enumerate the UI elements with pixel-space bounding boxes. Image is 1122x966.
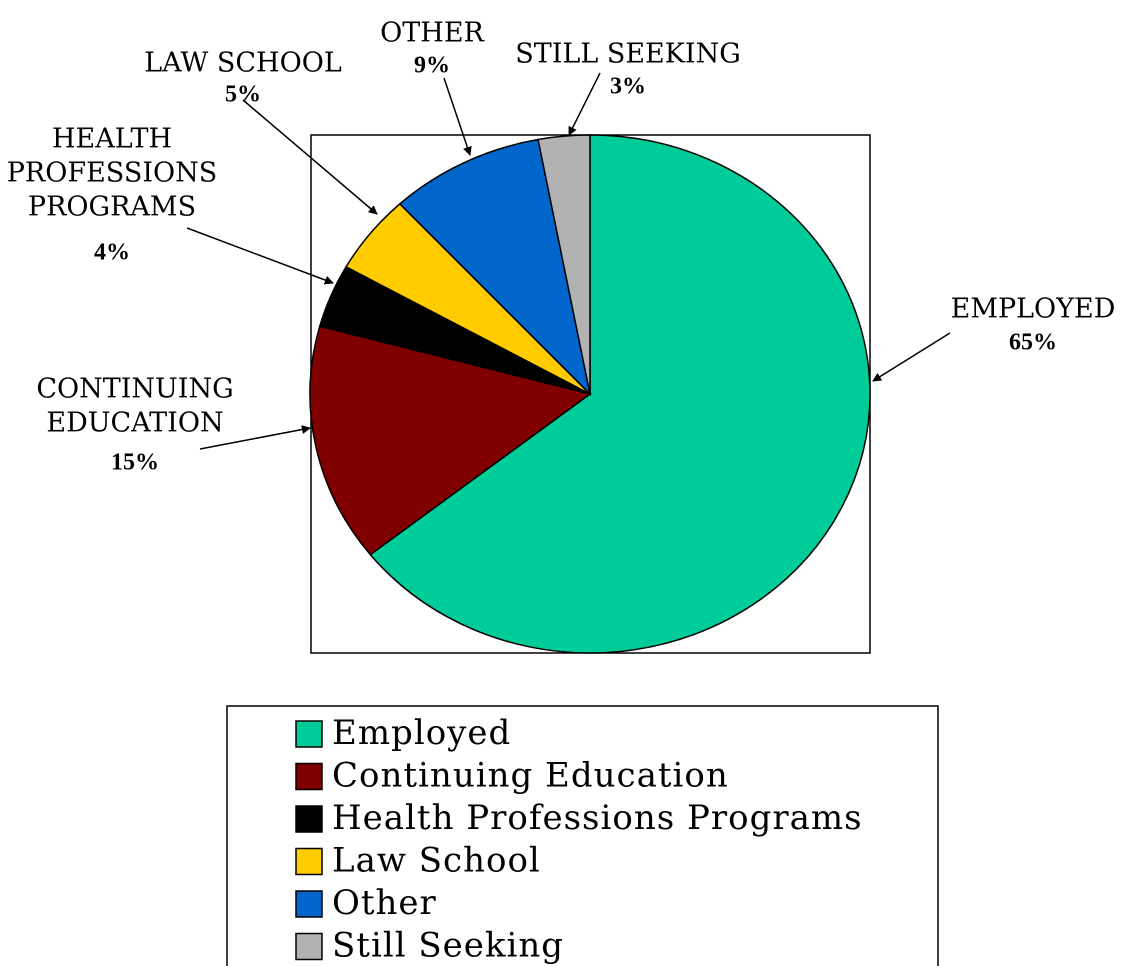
callout-employed: EMPLOYED 65% [872,294,1116,382]
legend-swatch [295,847,323,876]
slice-percent-label: 5% [225,82,261,108]
legend-entry-law-school: Law School [295,841,541,881]
slice-label: EMPLOYED [951,294,1116,325]
legend-label: Other [332,883,437,923]
callout-still-seeking: STILL SEEKING 3% [515,39,741,136]
legend-swatch [295,720,323,748]
legend-swatch [295,805,323,833]
slice-percent-label: 15% [111,450,159,476]
legend-entry-employed: Employed [295,713,511,753]
legend-swatch [295,890,323,918]
pie-slice-employed [369,134,871,654]
slice-label: STILL SEEKING [515,39,741,70]
pie-slice-continuing-education [309,325,592,556]
legend-swatch [295,762,323,791]
legend-entry-continuing-education: Continuing Education [295,756,729,796]
slice-label: OTHER [380,18,484,49]
callout-arrow [242,99,378,215]
slice-callouts: EMPLOYED65%CONTINUINGEDUCATION15%HEALTHP… [7,18,1116,476]
pie-slices [309,134,871,654]
legend-label: Employed [332,713,511,753]
legend-swatch [295,932,323,961]
legend-frame [226,705,939,966]
slice-label: HEALTH [52,124,172,155]
slice-percent-label: 3% [610,74,646,100]
pie-slice-other [398,138,592,397]
pie-slice-still-seeking [537,134,591,395]
slice-percent-label: 65% [1009,330,1057,356]
slice-label: CONTINUING [36,374,233,405]
legend-entry-still-seeking: Still Seeking [295,926,564,966]
callout-arrow [872,332,951,382]
callout-arrow [443,77,472,156]
legend-entry-health-professions-programs: Health Professions Programs [295,798,863,838]
legend-label: Law School [332,841,541,881]
legend-label: Continuing Education [332,756,729,796]
callout-arrow [568,72,601,136]
callout-law-school: LAW SCHOOL 5% [144,48,378,215]
callout-arrow [186,227,334,285]
slice-label: PROGRAMS [28,192,196,223]
legend-label: Health Professions Programs [332,798,863,838]
slice-label: PROFESSIONS [7,158,218,189]
slice-label: LAW SCHOOL [144,48,342,79]
legend-label: Still Seeking [332,926,564,966]
callout-arrow [199,425,311,450]
slice-percent-label: 4% [94,240,130,266]
slice-label: EDUCATION [46,408,223,439]
slice-percent-label: 9% [414,53,450,79]
callout-other: OTHER 9% [380,18,485,156]
legend-entry-other: Other [295,883,437,923]
